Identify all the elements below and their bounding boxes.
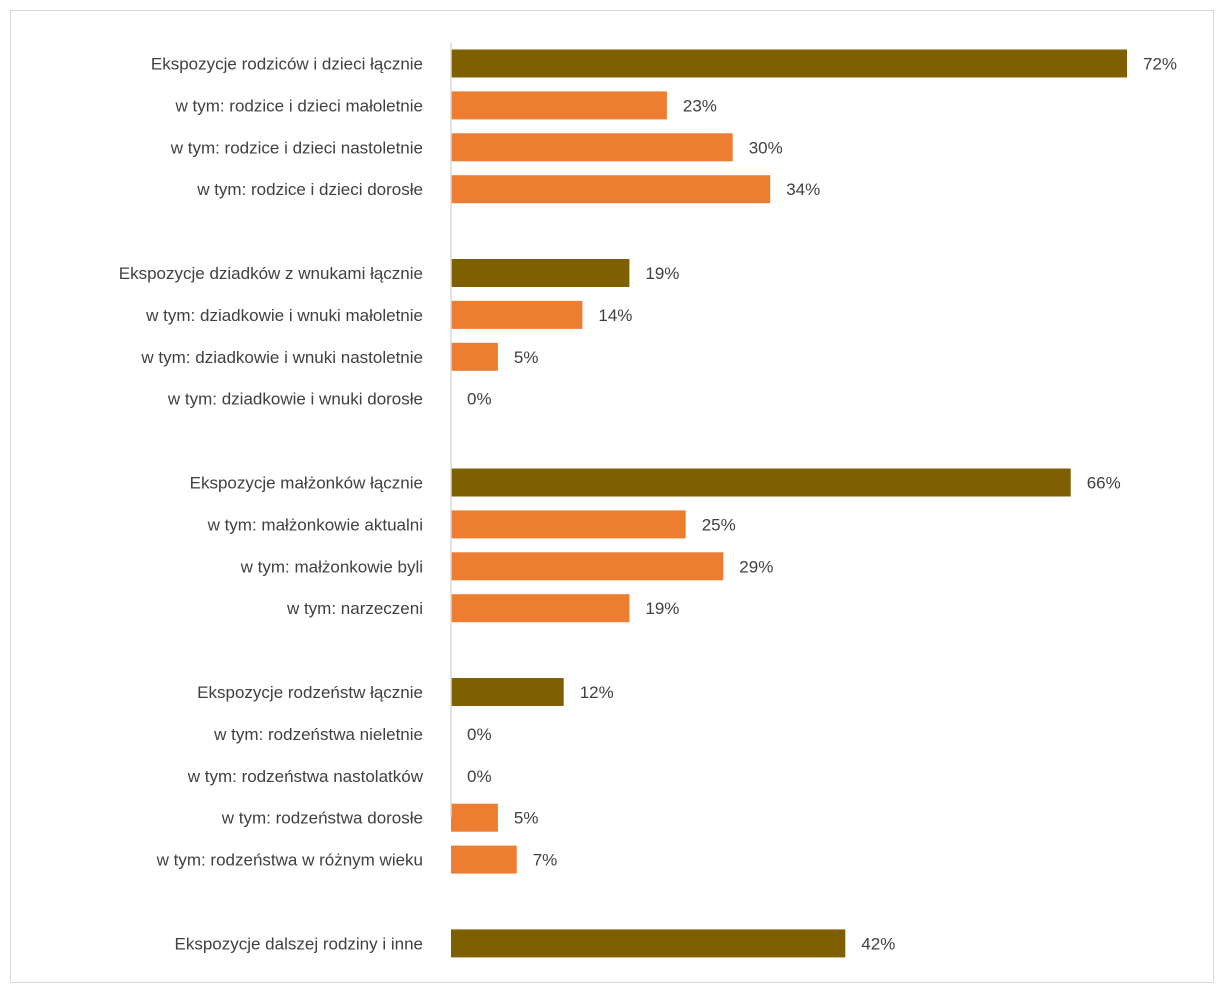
- bar-subcategory: [451, 175, 771, 204]
- category-label: w tym: narzeczeni: [286, 599, 423, 618]
- bar-subcategory: [451, 342, 498, 371]
- bar-subcategory: [451, 510, 686, 539]
- bar-subcategory: [451, 845, 517, 874]
- category-label: w tym: małżonkowie byli: [240, 557, 423, 576]
- data-label: 42%: [861, 934, 895, 953]
- category-label: w tym: rodzeństwa nieletnie: [213, 725, 423, 744]
- bars-layer: [451, 49, 1127, 958]
- category-label: Ekspozycje rodzeństw łącznie: [197, 683, 423, 702]
- category-label: Ekspozycje małżonków łącznie: [190, 474, 423, 493]
- bar-chart: Ekspozycje rodziców i dzieci łącznie 72% w…: [119, 43, 1177, 958]
- category-label: Ekspozycje dziadków z wnukami łącznie: [119, 264, 423, 283]
- data-label: 19%: [645, 599, 679, 618]
- category-label: w tym: rodzice i dzieci małoletnie: [174, 96, 423, 115]
- data-label: 30%: [749, 138, 783, 157]
- bar-subcategory: [451, 594, 630, 623]
- bar-total: [451, 678, 564, 706]
- bar-subcategory: [451, 803, 498, 832]
- data-label: 0%: [467, 390, 492, 409]
- category-label: w tym: rodzeństwa dorosłe: [221, 809, 423, 828]
- bar-subcategory: [451, 300, 583, 329]
- bar-subcategory: [451, 552, 724, 581]
- labels-layer: Ekspozycje rodziców i dzieci łącznie 72% w…: [119, 55, 1177, 954]
- data-label: 5%: [514, 348, 539, 367]
- category-label: w tym: dziadkowie i wnuki małoletnie: [145, 306, 423, 325]
- data-label: 19%: [645, 264, 679, 283]
- data-label: 72%: [1143, 55, 1177, 74]
- bar-subcategory: [451, 133, 733, 162]
- data-label: 14%: [598, 306, 632, 325]
- category-label: w tym: rodzeństwa nastolatków: [187, 767, 424, 786]
- data-label: 23%: [683, 96, 717, 115]
- data-label: 34%: [786, 180, 820, 199]
- bar-total: [451, 49, 1127, 78]
- bar-total: [451, 468, 1071, 497]
- data-label: 0%: [467, 725, 492, 744]
- bar-total: [451, 259, 630, 287]
- category-label: w tym: rodzeństwa w różnym wieku: [156, 851, 423, 870]
- data-label: 66%: [1087, 474, 1121, 493]
- category-label: w tym: dziadkowie i wnuki nastoletnie: [140, 348, 423, 367]
- data-label: 5%: [514, 809, 539, 828]
- category-label: w tym: rodzice i dzieci nastoletnie: [170, 138, 423, 157]
- data-label: 0%: [467, 767, 492, 786]
- bar-subcategory: [451, 91, 667, 120]
- data-label: 25%: [702, 515, 736, 534]
- category-label: Ekspozycje rodziców i dzieci łącznie: [151, 55, 423, 74]
- bar-total: [451, 929, 846, 958]
- category-label: w tym: dziadkowie i wnuki dorosłe: [167, 390, 423, 409]
- data-label: 12%: [580, 683, 614, 702]
- category-label: Ekspozycje dalszej rodziny i inne: [174, 934, 423, 953]
- data-label: 29%: [739, 557, 773, 576]
- data-label: 7%: [533, 851, 558, 870]
- category-label: w tym: małżonkowie aktualni: [207, 515, 423, 534]
- chart-frame: Ekspozycje rodziców i dzieci łącznie 72% w…: [10, 10, 1214, 983]
- category-label: w tym: rodzice i dzieci dorosłe: [196, 180, 423, 199]
